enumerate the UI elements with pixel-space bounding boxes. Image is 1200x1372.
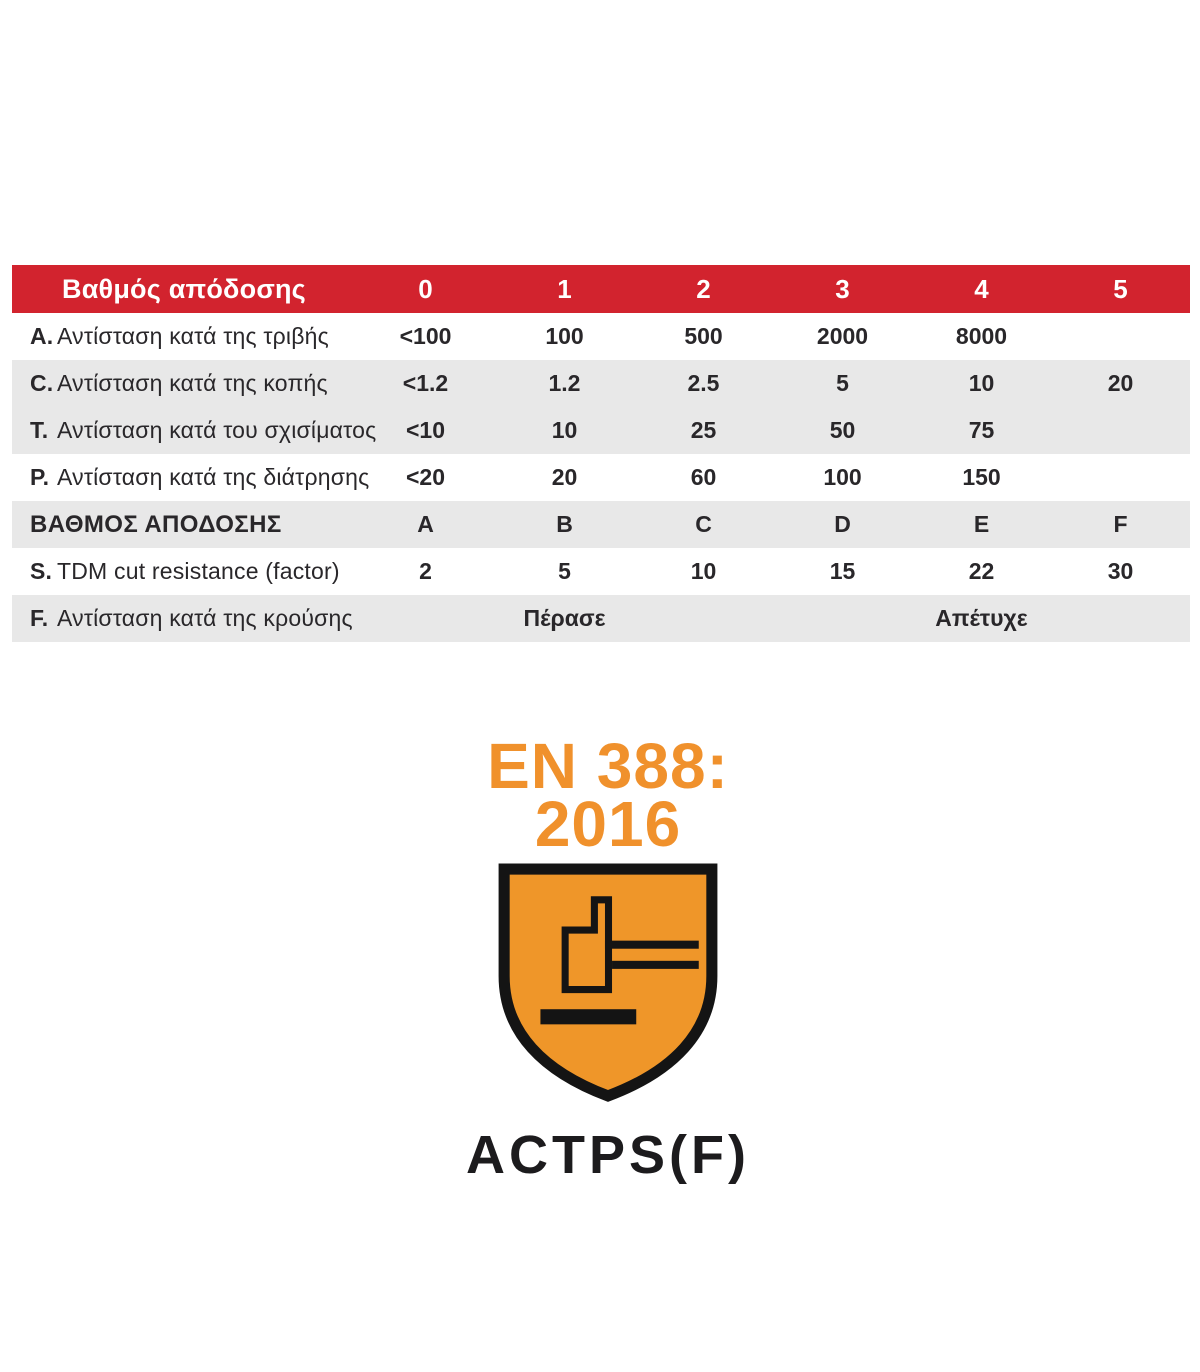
performance-code: ACTPS(F) <box>466 1125 750 1185</box>
row-value: 75 <box>968 417 995 443</box>
row-value: 22 <box>968 558 995 584</box>
table-header-label: Βαθμός απόδοσης <box>62 273 306 304</box>
row-value: C <box>695 511 712 537</box>
row-value: 60 <box>690 464 717 490</box>
table-row: S. TDM cut resistance (factor) 2 5 10 15 22 30 <box>12 548 1190 595</box>
row-value: 2 <box>419 558 432 584</box>
row-value: 2000 <box>816 323 869 349</box>
row-label: ΒΑΘΜΟΣ ΑΠΟΔΟΣΗΣ <box>12 511 356 539</box>
row-label: F. Αντίσταση κατά της κρούσης <box>12 605 356 632</box>
standard-line-1: EN 388: <box>487 730 729 802</box>
table-header-row: Βαθμός απόδοσης 0 1 2 3 4 5 <box>12 265 1190 313</box>
row-value: 500 <box>684 323 723 349</box>
row-value: 1.2 <box>548 370 581 396</box>
row-value: B <box>556 511 573 537</box>
table-header-level: 2 <box>696 273 711 304</box>
row-label-prefix: A. <box>30 323 54 349</box>
row-label-prefix: P. <box>30 464 50 490</box>
row-label-prefix: C. <box>30 370 54 396</box>
row-label-prefix: T. <box>30 417 49 443</box>
row-value: F <box>1113 511 1128 537</box>
table-row: F. Αντίσταση κατά της κρούσης Πέρασε Απέτυχ… <box>12 595 1190 642</box>
row-value: 50 <box>829 417 856 443</box>
en388-certification-block: EN 388: 2016 ACTPS(F) <box>408 730 808 1186</box>
row-value: Πέρασε <box>523 605 606 631</box>
impact-protection-shield-icon <box>498 863 718 1102</box>
row-value: 5 <box>558 558 571 584</box>
row-label: T. Αντίσταση κατά του σχισίματος <box>12 417 376 444</box>
table-header-level: 4 <box>974 273 989 304</box>
row-value: 100 <box>823 464 862 490</box>
row-value: Απέτυχε <box>935 605 1028 631</box>
row-label-text: Αντίσταση κατά της κοπής <box>57 370 328 396</box>
row-value: 5 <box>836 370 849 396</box>
row-value: <100 <box>399 323 452 349</box>
row-value: 8000 <box>955 323 1008 349</box>
row-value: <10 <box>405 417 445 443</box>
row-value: <1.2 <box>402 370 449 396</box>
row-value: 100 <box>545 323 584 349</box>
row-label: A. Αντίσταση κατά της τριβής <box>12 323 356 350</box>
row-value: D <box>834 511 851 537</box>
table-row: A. Αντίσταση κατά της τριβής <100 100 500 200… <box>12 313 1190 360</box>
row-label-prefix: S. <box>30 558 53 584</box>
table-header-level: 1 <box>557 273 572 304</box>
table-header-level: 5 <box>1113 273 1128 304</box>
row-label-text: Αντίσταση κατά της τριβής <box>57 323 329 349</box>
table-header-level: 3 <box>835 273 850 304</box>
row-value: 15 <box>829 558 856 584</box>
row-label-text: TDM cut resistance (factor) <box>57 558 340 584</box>
table-row: T. Αντίσταση κατά του σχισίματος <10 10 25 50… <box>12 407 1190 454</box>
row-value: 30 <box>1107 558 1134 584</box>
row-value: <20 <box>405 464 445 490</box>
row-label-text: ΒΑΘΜΟΣ ΑΠΟΔΟΣΗΣ <box>30 510 282 538</box>
standard-line-2: 2016 <box>534 788 682 860</box>
row-value: 2.5 <box>687 370 720 396</box>
row-label: S. TDM cut resistance (factor) <box>12 558 356 585</box>
standard-name: EN 388: 2016 <box>408 730 808 860</box>
row-value: 10 <box>551 417 578 443</box>
row-label-text: Αντίσταση κατά της διάτρησης <box>57 464 370 490</box>
row-value: 10 <box>690 558 717 584</box>
row-value: 150 <box>962 464 1001 490</box>
row-label: P. Αντίσταση κατά της διάτρησης <box>12 464 369 491</box>
row-value: E <box>973 511 990 537</box>
row-value: 20 <box>551 464 578 490</box>
table-row: P. Αντίσταση κατά της διάτρησης <20 20 60 100… <box>12 454 1190 501</box>
row-label-text: Αντίσταση κατά της κρούσης <box>57 605 353 631</box>
row-value: 20 <box>1107 370 1134 396</box>
table-row: ΒΑΘΜΟΣ ΑΠΟΔΟΣΗΣ A B C D E F <box>12 501 1190 548</box>
row-label-prefix: F. <box>30 605 49 631</box>
row-value: A <box>417 511 434 537</box>
row-label: C. Αντίσταση κατά της κοπής <box>12 370 356 397</box>
row-value: 25 <box>690 417 717 443</box>
shield-icon-wrap <box>408 863 808 1103</box>
row-label-text: Αντίσταση κατά του σχισίματος <box>57 417 377 443</box>
table-row: C. Αντίσταση κατά της κοπής <1.2 1.2 2.5 5 10 2… <box>12 360 1190 407</box>
table-header-level: 0 <box>418 273 433 304</box>
row-value: 10 <box>968 370 995 396</box>
